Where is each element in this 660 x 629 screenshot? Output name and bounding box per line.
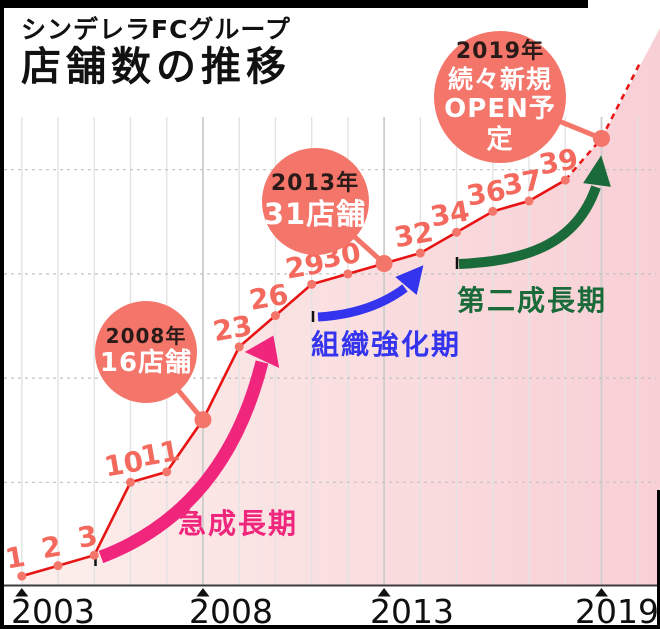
point-label-2006: 10 [102, 444, 146, 483]
point-label-2015: 34 [428, 194, 472, 233]
title-block: シンデレラFCグループ 店舗数の推移 [21, 16, 291, 90]
annotation-value: 31店舗 [263, 196, 367, 231]
point-label-2010: 26 [247, 278, 291, 317]
frame-border-top [0, 0, 588, 8]
data-point-2010 [270, 311, 280, 321]
data-point-2003 [17, 571, 27, 581]
annotation-year: 2008年 [105, 323, 187, 348]
data-point-2018 [560, 175, 570, 185]
organization-phase-arrow-head [395, 265, 424, 295]
rapid-growth-arrow-head [244, 335, 280, 368]
point-label-2003: 1 [3, 540, 28, 576]
data-point-2012 [343, 269, 353, 279]
organization-phase-arrow [317, 284, 408, 322]
store-count-line [21, 178, 566, 578]
data-point-2009 [234, 342, 244, 352]
second-growth-arrow-head [583, 155, 611, 187]
phase-label-second-growth: 第二成長期 [457, 284, 608, 317]
annotation-value2: OPEN予定 [444, 94, 556, 155]
point-label-2007: 11 [138, 434, 182, 473]
axis-marker-triangle [196, 588, 210, 597]
brand-name: シンデレラFCグループ [21, 15, 291, 44]
frame-border-left [0, 0, 4, 629]
frame-border-right [657, 490, 660, 629]
data-point-2006 [125, 477, 135, 487]
annotation-year: 2013年 [270, 170, 360, 196]
data-point-2008 [194, 411, 212, 429]
annotation-bubble-2008: 2008年 16店舗 [95, 301, 197, 403]
annotation-bubble-2019: 2019年 続々新規 OPEN予定 [434, 31, 566, 163]
annotation-value: 16店舗 [99, 348, 193, 379]
annotation-bubble-2013: 2013年 31店舗 [261, 147, 369, 255]
data-point-2007 [162, 467, 172, 477]
x-axis-label-2008: 2008 [189, 592, 273, 629]
point-label-2014: 32 [392, 215, 436, 254]
area-fill [21, 28, 660, 585]
axis-marker-triangle [377, 588, 391, 597]
point-label-2016: 36 [464, 173, 508, 212]
phase-label-organization: 組織強化期 [311, 328, 462, 361]
data-point-2017 [524, 196, 534, 206]
data-point-2005 [89, 550, 99, 560]
x-axis-label-2019: 2019 [575, 592, 659, 629]
data-point-2015 [452, 227, 462, 237]
point-label-2017: 37 [500, 163, 544, 202]
point-label-2004: 2 [39, 529, 64, 565]
data-point-2019 [592, 129, 610, 147]
data-point-2011 [307, 279, 317, 289]
point-label-2009: 23 [210, 309, 254, 348]
point-label-2018: 39 [537, 142, 581, 181]
phase-label-rapid-growth: 急成長期 [178, 507, 299, 540]
annotation-value: 続々新規 [447, 64, 552, 94]
data-point-2014 [415, 248, 425, 258]
point-label-2005: 3 [75, 519, 100, 555]
data-point-2013 [375, 254, 393, 272]
frame-border-bottom [0, 625, 660, 629]
data-point-2004 [53, 561, 63, 571]
axis-marker-triangle [15, 588, 29, 597]
axis-marker-triangle [594, 588, 608, 597]
second-growth-arrow [458, 185, 601, 269]
rapid-growth-arrow [98, 360, 269, 564]
x-axis-label-2003: 2003 [11, 592, 95, 629]
data-point-2016 [488, 206, 498, 216]
annotation-year: 2019年 [455, 38, 545, 64]
page-title: 店舗数の推移 [21, 43, 291, 90]
x-axis-label-2013: 2013 [370, 592, 454, 629]
